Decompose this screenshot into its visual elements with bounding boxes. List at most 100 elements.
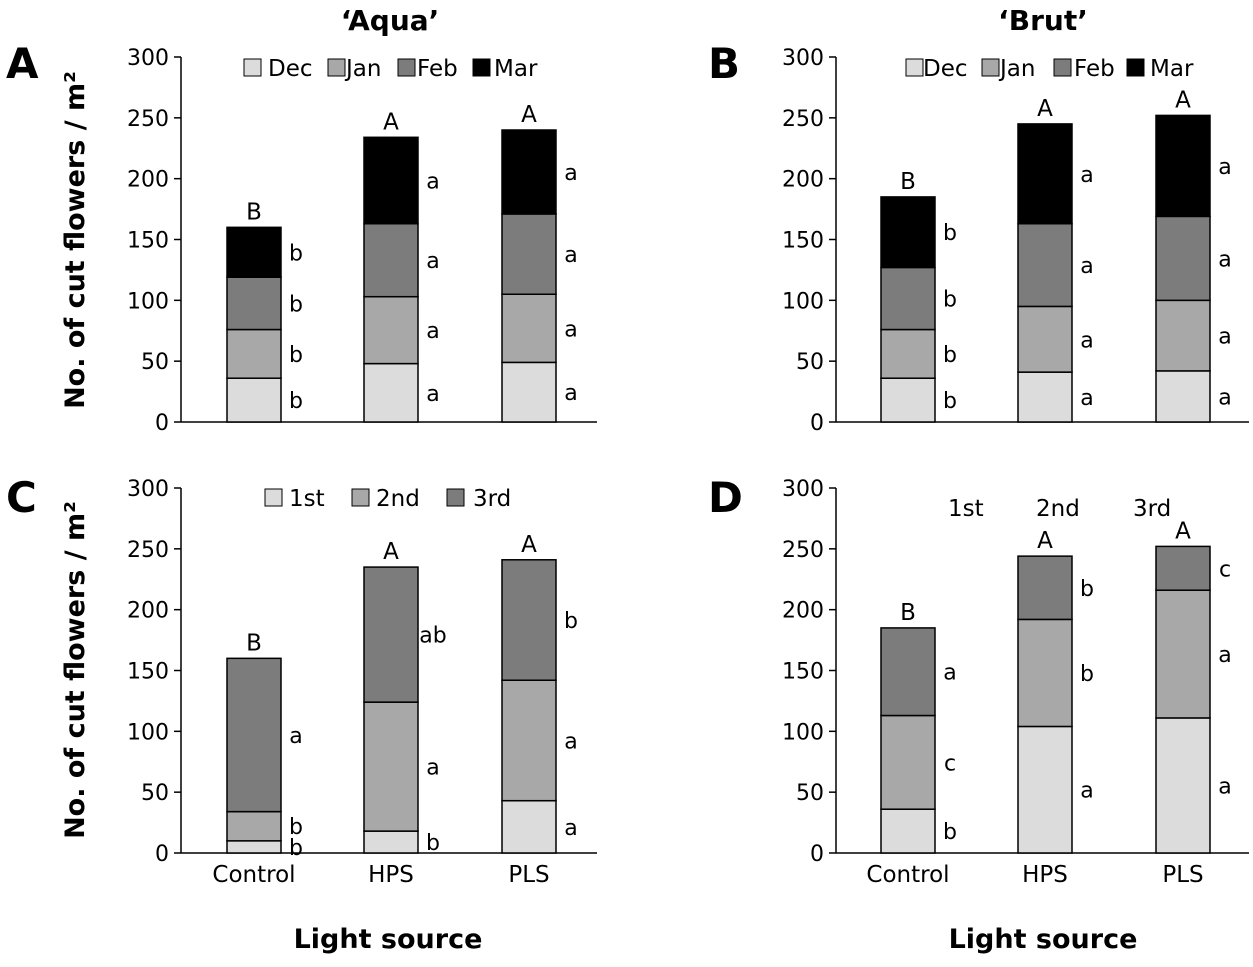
- category-label-c: PLS: [508, 862, 549, 888]
- segment-letter-a: b: [289, 343, 303, 368]
- segment-letter-b: a: [1218, 247, 1231, 272]
- bar-segment-a-pls-mar: [501, 129, 557, 215]
- legend-swatch-b-dec: [905, 58, 924, 77]
- segment-letter-c: a: [426, 756, 439, 781]
- legend-label-d: 3rd: [1133, 496, 1171, 522]
- total-letter-d: B: [900, 600, 916, 626]
- category-label-c: Control: [212, 862, 295, 888]
- legend-label-b: Jan: [998, 56, 1035, 82]
- legend-swatch-a-jan: [327, 58, 346, 77]
- segment-letter-b: a: [1080, 328, 1093, 353]
- legend-swatch-a-dec: [243, 58, 262, 77]
- bar-segment-b-pls-dec: [1155, 370, 1211, 423]
- y-tick-label-a: 0: [155, 411, 169, 436]
- bar-segment-d-control-2nd: [880, 714, 936, 810]
- segment-letter-c: b: [289, 836, 303, 861]
- segment-letter-a: a: [564, 317, 577, 342]
- bar-segment-b-hps-jan: [1017, 305, 1073, 373]
- segment-letter-b: a: [1080, 386, 1093, 411]
- bar-segment-d-hps-1st: [1017, 725, 1073, 854]
- segment-letter-d: b: [1080, 662, 1094, 687]
- segment-letter-b: b: [943, 288, 957, 313]
- cultivar-title-brut: ‘Brut’: [998, 4, 1088, 37]
- bar-segment-d-control-1st: [880, 808, 936, 854]
- segment-letter-a: a: [426, 319, 439, 344]
- panel-letter-b: B: [708, 39, 740, 88]
- segment-letter-d: b: [943, 820, 957, 845]
- segment-letter-c: a: [564, 816, 577, 841]
- segment-letter-d: a: [1080, 779, 1093, 804]
- segment-letter-a: b: [289, 241, 303, 266]
- y-tick-label-c: 200: [127, 599, 169, 624]
- legend-label-c: 1st: [289, 486, 325, 512]
- y-tick-label-a: 100: [127, 289, 169, 314]
- y-tick-label-b: 50: [796, 350, 824, 375]
- panel-letter-d: D: [708, 473, 743, 522]
- y-tick-label-b: 0: [810, 411, 824, 436]
- segment-letter-c: b: [426, 831, 440, 856]
- y-tick-label-a: 300: [127, 46, 169, 71]
- y-tick-label-a: 50: [141, 350, 169, 375]
- legend-label-a: Feb: [417, 56, 458, 82]
- bar-segment-c-pls-1st: [501, 799, 557, 854]
- bar-segment-b-control-dec: [880, 377, 936, 423]
- x-axis-title-left: Light source: [294, 924, 483, 955]
- y-tick-label-d: 250: [782, 538, 824, 563]
- bar-segment-c-pls-3rd: [501, 559, 557, 681]
- total-letter-b: A: [1037, 96, 1053, 122]
- category-label-d: Control: [866, 862, 949, 888]
- total-letter-d: A: [1037, 528, 1053, 554]
- segment-letter-c: b: [289, 815, 303, 840]
- bar-segment-b-pls-feb: [1155, 215, 1211, 302]
- segment-letter-d: a: [943, 661, 956, 686]
- y-axis-title-top: No. of cut flowers / m²: [60, 71, 91, 409]
- y-tick-label-a: 250: [127, 107, 169, 132]
- bar-segment-b-control-feb: [880, 266, 936, 331]
- bar-segment-b-hps-dec: [1017, 371, 1073, 423]
- y-tick-label-c: 100: [127, 720, 169, 745]
- y-tick-label-c: 250: [127, 538, 169, 563]
- segment-letter-d: a: [1218, 643, 1231, 668]
- bar-segment-a-control-mar: [226, 226, 282, 278]
- y-tick-label-a: 200: [127, 168, 169, 193]
- bar-segment-b-pls-mar: [1155, 114, 1211, 218]
- bar-segment-c-control-1st: [226, 840, 282, 854]
- bar-segment-a-hps-mar: [363, 136, 419, 225]
- y-tick-label-c: 0: [155, 842, 169, 867]
- bar-segment-a-control-jan: [226, 328, 282, 379]
- segment-letter-a: a: [564, 381, 577, 406]
- segment-letter-b: b: [943, 221, 957, 246]
- bar-segment-a-control-feb: [226, 276, 282, 331]
- bar-segment-c-hps-2nd: [363, 701, 419, 832]
- total-letter-b: B: [900, 169, 916, 195]
- segment-letter-a: a: [426, 382, 439, 407]
- y-tick-label-c: 150: [127, 660, 169, 685]
- legend-label-a: Mar: [494, 56, 538, 82]
- bar-segment-d-pls-3rd: [1155, 545, 1211, 591]
- cultivar-title-aqua: ‘Aqua’: [341, 4, 440, 37]
- y-tick-label-c: 50: [141, 781, 169, 806]
- y-tick-label-c: 300: [127, 477, 169, 502]
- segment-letter-a: a: [426, 249, 439, 274]
- bar-segment-b-control-jan: [880, 328, 936, 379]
- bar-segment-c-pls-2nd: [501, 679, 557, 802]
- y-axis-title-bottom: No. of cut flowers / m²: [60, 501, 91, 839]
- y-tick-label-b: 250: [782, 107, 824, 132]
- y-tick-label-d: 100: [782, 720, 824, 745]
- bar-segment-b-control-mar: [880, 196, 936, 269]
- segment-letter-a: b: [289, 292, 303, 317]
- bar-segment-c-control-3rd: [226, 657, 282, 813]
- legend-swatch-a-mar: [472, 58, 491, 77]
- bar-segment-a-pls-jan: [501, 293, 557, 364]
- panel-letter-a: A: [6, 39, 39, 88]
- legend-label-b: Dec: [923, 56, 968, 82]
- segment-letter-b: a: [1218, 155, 1231, 180]
- x-axis-title-right: Light source: [949, 924, 1138, 955]
- legend-label-d: 2nd: [1036, 496, 1080, 522]
- bar-segment-b-hps-feb: [1017, 222, 1073, 308]
- segment-letter-c: ab: [419, 624, 446, 649]
- bar-segment-a-control-dec: [226, 377, 282, 423]
- segment-letter-b: b: [943, 343, 957, 368]
- bar-segment-d-hps-3rd: [1017, 555, 1073, 621]
